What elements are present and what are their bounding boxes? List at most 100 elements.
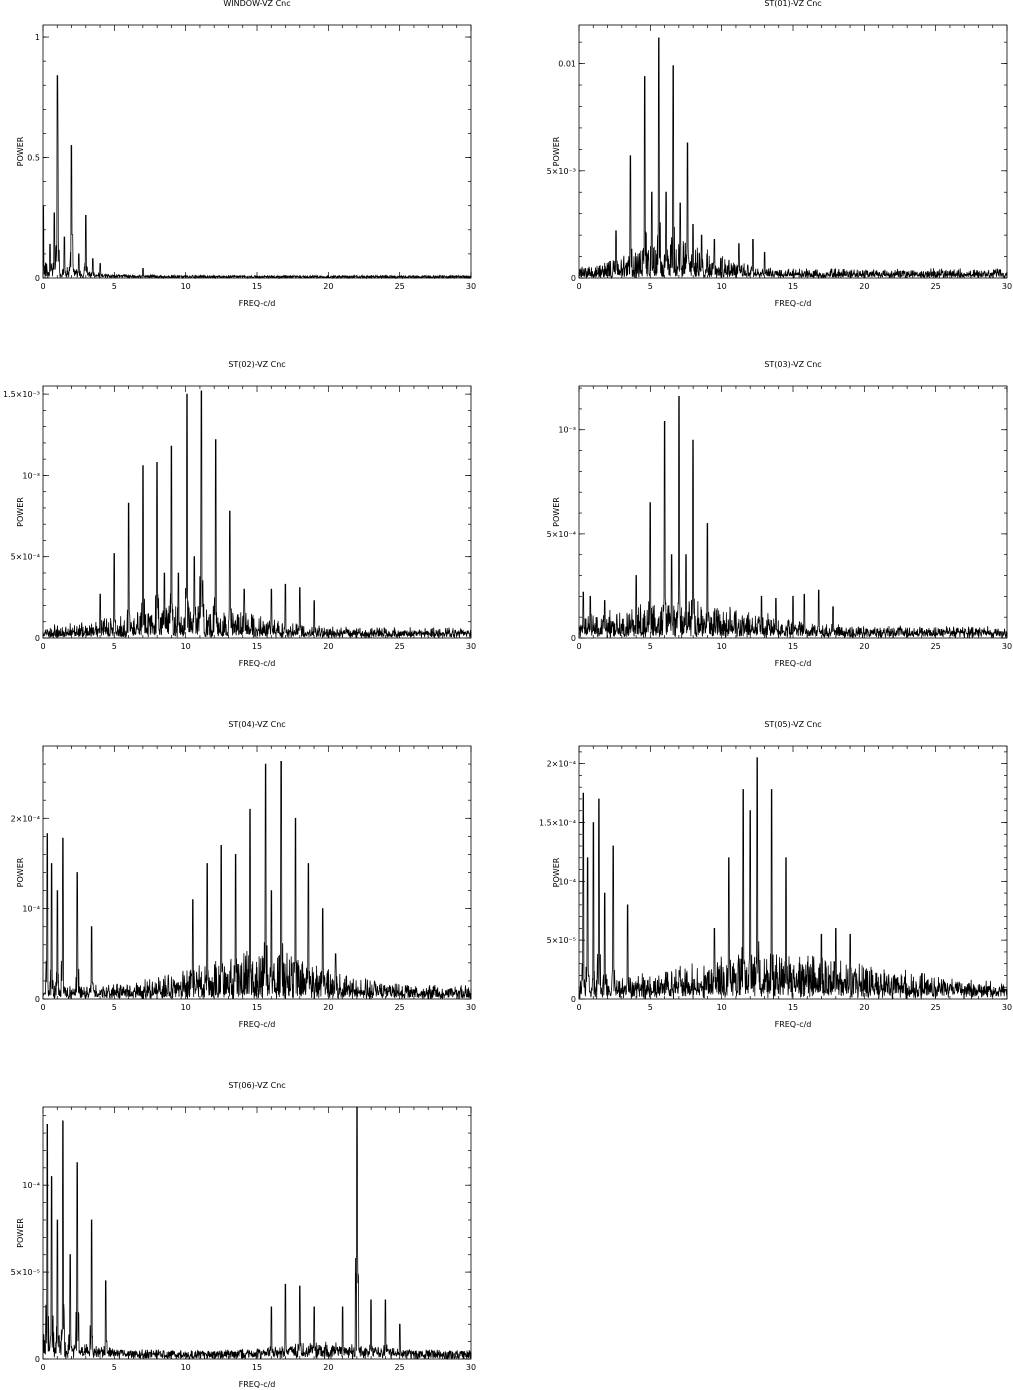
y-tick-label: 10⁻³ (558, 426, 576, 435)
chart-panel-6: ST(06)-VZ Cnc FREQ-c/d POWER 0 5 10 15 20 25 30 0 5… (11, 1081, 477, 1389)
x-tick-label: 20 (323, 1003, 333, 1012)
x-axis-label: FREQ-c/d (239, 1020, 276, 1029)
chart-panel-2: ST(02)-VZ Cnc FREQ-c/d POWER 0 5 10 15 20 25 30 0 5… (3, 360, 476, 668)
chart-title: ST(03)-VZ Cnc (764, 360, 821, 369)
y-tick-label: 0 (35, 1355, 40, 1364)
x-tick-label: 15 (788, 642, 798, 651)
y-tick-label: 5×10⁻⁴ (11, 553, 40, 562)
x-axis-label: FREQ-c/d (775, 1020, 812, 1029)
x-tick-label: 20 (323, 282, 333, 291)
x-axis-label: FREQ-c/d (239, 1380, 276, 1389)
chart-panel-3: ST(03)-VZ Cnc FREQ-c/d POWER 0 5 10 15 20 25 30 0 5… (547, 360, 1013, 668)
power-spectrum-line (578, 757, 1008, 999)
x-tick-label: 0 (576, 282, 581, 291)
y-axis-label: POWER (552, 497, 561, 527)
x-tick-label: 25 (931, 282, 941, 291)
x-tick-label: 0 (40, 1003, 45, 1012)
y-tick-label: 5×10⁻³ (547, 167, 576, 176)
x-tick-label: 30 (1002, 642, 1012, 651)
chart-panel-1: ST(01)-VZ Cnc FREQ-c/d POWER 0 5 10 15 20 25 30 0 5… (547, 0, 1013, 308)
x-tick-label: 15 (252, 642, 262, 651)
plot-frame (578, 24, 1008, 279)
y-axis-label: POWER (552, 857, 561, 887)
y-tick-label: 10⁻⁴ (22, 1181, 40, 1190)
chart-title: ST(01)-VZ Cnc (764, 0, 821, 8)
chart-panel-0: WINDOW-VZ Cnc FREQ-c/d POWER 0 5 10 15 20 25 30 0 0… (16, 0, 476, 308)
x-tick-label: 20 (859, 1003, 869, 1012)
x-tick-label: 0 (40, 642, 45, 651)
y-tick-label: 0 (35, 634, 40, 643)
x-tick-label: 30 (1002, 282, 1012, 291)
x-tick-label: 5 (112, 1003, 117, 1012)
x-tick-label: 25 (395, 1363, 405, 1372)
chart-panel-5: ST(05)-VZ Cnc FREQ-c/d POWER 0 5 10 15 20 25 30 0 5… (539, 720, 1012, 1029)
y-tick-label: 0 (571, 274, 576, 283)
y-tick-label: 10⁻⁴ (22, 905, 40, 914)
y-axis-label: POWER (16, 857, 25, 887)
y-axis-label: POWER (16, 1218, 25, 1248)
x-tick-label: 15 (252, 1363, 262, 1372)
x-tick-label: 30 (466, 1363, 476, 1372)
chart-title: ST(04)-VZ Cnc (228, 720, 285, 729)
x-tick-label: 15 (788, 282, 798, 291)
x-tick-label: 25 (931, 642, 941, 651)
x-tick-label: 10 (181, 642, 191, 651)
y-tick-label: 5×10⁻⁴ (547, 530, 576, 539)
plot-frame (42, 1106, 472, 1360)
chart-panel-4: ST(04)-VZ Cnc FREQ-c/d POWER 0 5 10 15 20 25 30 0 1… (11, 720, 477, 1029)
y-tick-label: 0 (571, 995, 576, 1004)
y-tick-label: 2×10⁻⁴ (547, 760, 576, 769)
plot-frame (578, 745, 1008, 1000)
chart-title: ST(02)-VZ Cnc (228, 360, 285, 369)
x-tick-label: 25 (395, 282, 405, 291)
x-tick-label: 30 (466, 642, 476, 651)
y-tick-label: 0 (35, 995, 40, 1004)
x-tick-label: 30 (1002, 1003, 1012, 1012)
y-tick-label: 10⁻⁴ (558, 877, 576, 886)
x-tick-label: 0 (576, 1003, 581, 1012)
plot-frame (42, 745, 472, 1000)
x-tick-label: 25 (931, 1003, 941, 1012)
power-spectrum-line (42, 390, 472, 639)
power-spectrum-line (42, 75, 472, 280)
x-tick-label: 10 (181, 1003, 191, 1012)
x-tick-label: 0 (40, 282, 45, 291)
power-spectrum-line (42, 761, 472, 1000)
y-tick-label: 0 (571, 634, 576, 643)
y-tick-label: 5×10⁻⁵ (547, 936, 576, 945)
y-tick-label: 1 (35, 33, 40, 42)
power-spectrum-line (578, 395, 1008, 639)
x-axis-label: FREQ-c/d (775, 299, 812, 308)
x-tick-label: 20 (859, 282, 869, 291)
x-tick-label: 5 (648, 642, 653, 651)
x-tick-label: 10 (717, 1003, 727, 1012)
x-tick-label: 10 (717, 642, 727, 651)
power-spectrum-line (578, 37, 1008, 280)
x-tick-label: 0 (576, 642, 581, 651)
x-tick-label: 5 (112, 642, 117, 651)
x-tick-label: 5 (648, 282, 653, 291)
y-tick-label: 10⁻³ (22, 471, 40, 480)
x-tick-label: 25 (395, 1003, 405, 1012)
y-tick-label: 1.5×10⁻⁴ (539, 818, 576, 827)
y-axis-label: POWER (16, 136, 25, 166)
x-tick-label: 20 (859, 642, 869, 651)
x-axis-label: FREQ-c/d (239, 299, 276, 308)
x-tick-label: 5 (112, 1363, 117, 1372)
y-tick-label: 0.5 (27, 154, 40, 163)
y-tick-label: 0.01 (558, 60, 576, 69)
chart-title: WINDOW-VZ Cnc (223, 0, 290, 8)
x-axis-label: FREQ-c/d (775, 659, 812, 668)
x-tick-label: 5 (648, 1003, 653, 1012)
x-tick-label: 10 (181, 282, 191, 291)
x-tick-label: 20 (323, 1363, 333, 1372)
plot-frame (42, 24, 472, 279)
x-tick-label: 25 (395, 642, 405, 651)
x-tick-label: 10 (717, 282, 727, 291)
x-tick-label: 10 (181, 1363, 191, 1372)
chart-title: ST(05)-VZ Cnc (764, 720, 821, 729)
y-axis-label: POWER (16, 497, 25, 527)
x-tick-label: 0 (40, 1363, 45, 1372)
y-tick-label: 1.5×10⁻³ (3, 390, 40, 399)
x-tick-label: 20 (323, 642, 333, 651)
